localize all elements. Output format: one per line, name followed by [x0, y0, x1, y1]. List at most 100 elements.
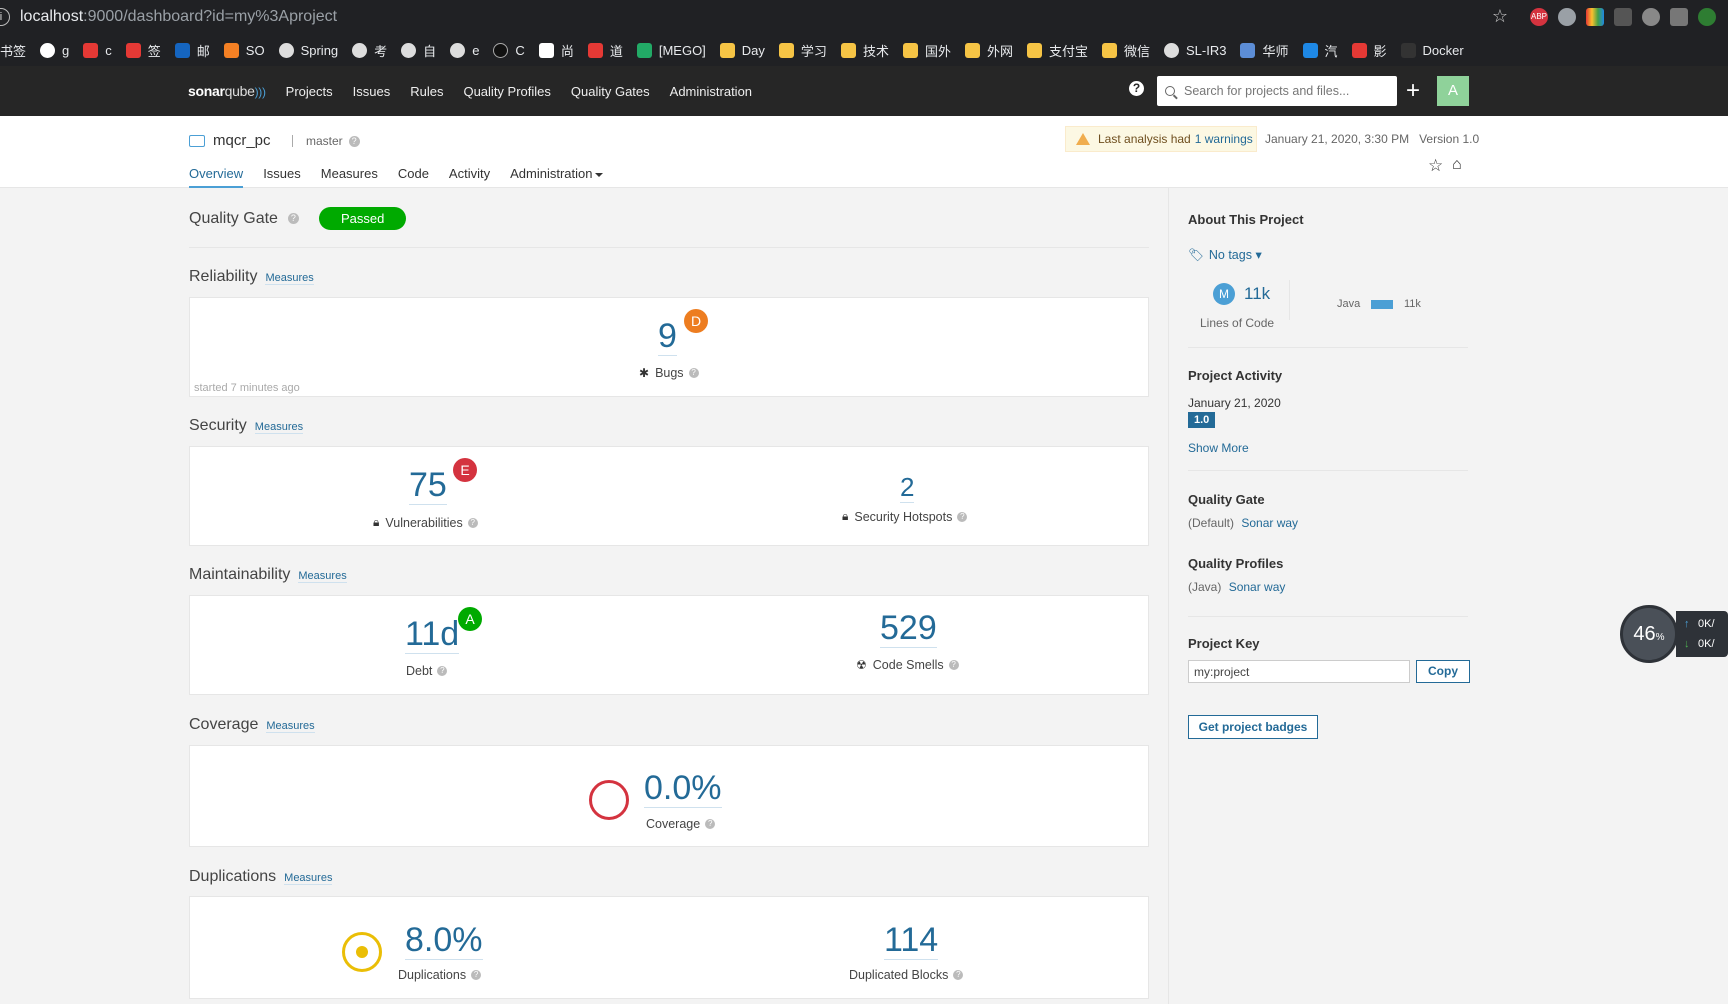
tags-selector[interactable]: 🏷︎ No tags ▾ — [1188, 248, 1262, 262]
nav-administration[interactable]: Administration — [669, 83, 753, 99]
site-icon — [1302, 42, 1318, 58]
lines-of-code-value[interactable]: 11k — [1244, 284, 1271, 303]
maintainability-rating[interactable]: A — [458, 607, 482, 631]
debt-value[interactable]: 11d — [405, 615, 460, 655]
bookmark-item[interactable]: 影 — [1351, 41, 1387, 60]
bookmark-item[interactable]: SL-IR3 — [1164, 42, 1226, 58]
quality-gate-link[interactable]: Sonar way — [1241, 516, 1299, 530]
extension-icon[interactable] — [1614, 7, 1632, 26]
bookmark-folder[interactable]: 外网 — [964, 41, 1013, 60]
help-icon[interactable]: ? — [953, 970, 964, 980]
speed-gauge: 46% — [1620, 605, 1678, 663]
help-icon[interactable]: ? — [437, 666, 448, 676]
security-measures-link[interactable]: Measures — [254, 421, 304, 434]
bugs-rating[interactable]: D — [684, 309, 708, 333]
help-icon[interactable]: ? — [348, 135, 360, 147]
tab-measures[interactable]: Measures — [320, 166, 378, 181]
maintainability-measures-link[interactable]: Measures — [298, 570, 347, 583]
global-search-input[interactable]: Search for projects and files... — [1157, 76, 1397, 106]
bookmark-item[interactable]: 考 — [352, 41, 387, 60]
bookmark-item[interactable]: 签 — [125, 41, 161, 60]
tab-overview[interactable]: Overview — [189, 166, 244, 188]
bookmark-folder[interactable]: 技术 — [840, 41, 889, 60]
quality-profile-link[interactable]: Sonar way — [1228, 580, 1286, 594]
site-info-icon[interactable]: i — [0, 8, 10, 26]
bookmark-item[interactable]: [MEGO] — [636, 42, 706, 58]
duplications-measures-link[interactable]: Measures — [284, 872, 333, 885]
help-icon[interactable]: ? — [957, 511, 968, 522]
bookmark-item[interactable]: 尚 — [538, 41, 574, 60]
bookmark-item[interactable]: C — [493, 42, 525, 58]
extension-icon[interactable] — [1558, 7, 1576, 26]
nav-quality-profiles[interactable]: Quality Profiles — [463, 83, 551, 99]
warnings-link[interactable]: 1 warnings — [1194, 132, 1253, 146]
vulnerabilities-rating[interactable]: E — [453, 458, 477, 482]
nav-issues[interactable]: Issues — [352, 83, 391, 99]
bookmark-folder[interactable]: 支付宝 — [1026, 41, 1088, 60]
tab-administration[interactable]: Administration — [510, 166, 604, 188]
branch-selector[interactable]: master? — [292, 134, 360, 148]
extension-icon[interactable] — [1698, 7, 1716, 26]
get-project-badges-button[interactable]: Get project badges — [1188, 715, 1318, 739]
bookmark-item[interactable]: 道 — [587, 41, 623, 60]
bookmark-folder[interactable]: 国外 — [902, 41, 951, 60]
bookmark-item[interactable]: 华师 — [1240, 41, 1289, 60]
bookmark-item[interactable]: 书签 — [0, 43, 27, 59]
help-icon[interactable]: ? — [471, 970, 482, 980]
create-plus-button[interactable]: + — [1406, 77, 1421, 104]
show-more-link[interactable]: Show More — [1188, 441, 1249, 455]
home-icon[interactable]: ⌂ — [1452, 156, 1462, 173]
tab-issues[interactable]: Issues — [263, 166, 301, 181]
vulnerabilities-value[interactable]: 75 — [409, 466, 447, 506]
bookmark-item[interactable]: Spring — [278, 42, 338, 58]
nav-quality-gates[interactable]: Quality Gates — [570, 83, 650, 99]
analysis-meta: January 21, 2020, 3:30 PM Version 1.0 — [1265, 132, 1480, 146]
bookmark-folder[interactable]: 学习 — [778, 41, 827, 60]
address-bar[interactable]: localhost:9000/dashboard?id=my%3Aproject — [20, 8, 338, 25]
favorite-star-icon[interactable]: ☆ — [1428, 156, 1444, 175]
coverage-measures-link[interactable]: Measures — [266, 720, 315, 733]
network-speed-widget[interactable]: 46% ↑ 0K/ ↓ 0K/ — [1620, 605, 1728, 663]
project-name[interactable]: mqcr_pc — [189, 132, 271, 149]
bookmark-item[interactable]: SO — [223, 42, 265, 58]
bookmark-star-icon[interactable]: ☆ — [1491, 6, 1508, 26]
help-icon[interactable]: ? — [688, 368, 699, 378]
help-icon[interactable]: ? — [287, 213, 299, 224]
lock-icon: 🔒︎ — [373, 515, 380, 529]
user-avatar[interactable]: A — [1437, 76, 1469, 106]
adblock-extension-icon[interactable]: ABP — [1530, 7, 1548, 26]
coverage-value[interactable]: 0.0% — [644, 769, 722, 809]
bugs-value[interactable]: 9 — [658, 317, 677, 357]
bookmark-item[interactable]: e — [450, 42, 479, 58]
bookmark-item[interactable]: 自 — [401, 41, 436, 60]
extension-icon[interactable] — [1670, 7, 1688, 26]
help-icon[interactable]: ? — [467, 517, 478, 528]
lines-of-code-label: Lines of Code — [1200, 316, 1275, 330]
extension-icon[interactable] — [1642, 7, 1660, 26]
bookmark-item[interactable]: c — [83, 42, 112, 58]
duplications-value[interactable]: 8.0% — [405, 921, 483, 961]
bookmark-folder[interactable]: Day — [719, 42, 765, 58]
help-icon[interactable]: ? — [948, 660, 959, 670]
hotspots-value[interactable]: 2 — [900, 472, 915, 503]
extension-icon[interactable] — [1586, 7, 1604, 26]
copy-key-button[interactable]: Copy — [1416, 660, 1470, 683]
code-smells-value[interactable]: 529 — [880, 609, 937, 649]
bookmark-folder[interactable]: 微信 — [1102, 41, 1150, 60]
bookmark-item[interactable]: 邮 — [174, 41, 210, 60]
duplicated-blocks-value[interactable]: 114 — [884, 921, 939, 961]
project-key-input[interactable]: my:project — [1188, 660, 1410, 683]
tab-activity[interactable]: Activity — [448, 166, 491, 181]
nav-projects[interactable]: Projects — [285, 83, 333, 99]
sonarqube-logo[interactable]: sonarqube))) — [188, 83, 266, 99]
help-icon[interactable]: ? — [705, 819, 716, 829]
bookmark-item[interactable]: g — [40, 42, 69, 58]
tag-icon: 🏷︎ — [1188, 248, 1204, 262]
help-icon[interactable]: ? — [1129, 81, 1144, 96]
nav-rules[interactable]: Rules — [410, 83, 444, 99]
project-tabs: Overview Issues Measures Code Activity A… — [189, 166, 623, 188]
bookmark-item[interactable]: Docker — [1400, 42, 1464, 58]
tab-code[interactable]: Code — [397, 166, 429, 181]
bookmark-item[interactable]: 汽 — [1302, 41, 1338, 60]
reliability-measures-link[interactable]: Measures — [265, 272, 314, 285]
